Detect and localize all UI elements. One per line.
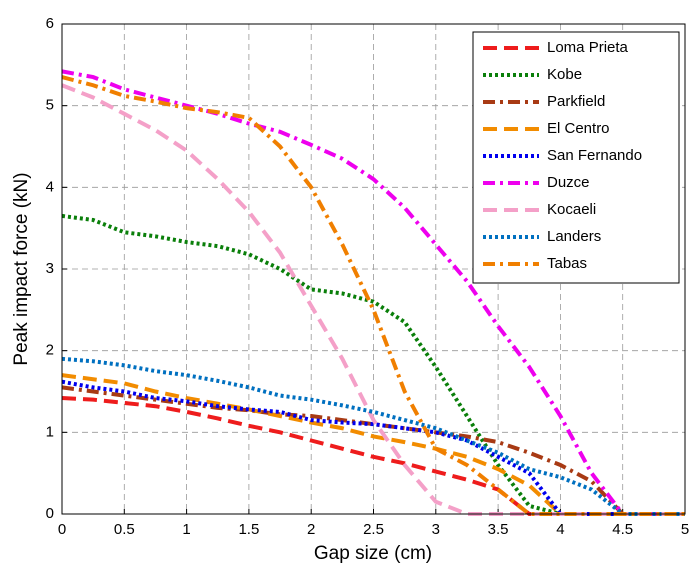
legend-label: El Centro bbox=[547, 120, 610, 137]
x-tick-label: 4.5 bbox=[612, 521, 633, 538]
legend-label: Landers bbox=[547, 228, 601, 245]
series-line bbox=[61, 75, 685, 516]
series-line bbox=[61, 385, 685, 516]
y-tick-label: 1 bbox=[46, 423, 54, 440]
x-tick-label: 2 bbox=[307, 521, 315, 538]
x-tick-label: 3.5 bbox=[488, 521, 509, 538]
legend-label: Tabas bbox=[547, 255, 587, 272]
legend-label: Kobe bbox=[547, 66, 582, 83]
legend-label: Duzce bbox=[547, 174, 590, 191]
legend-label: Loma Prieta bbox=[547, 39, 629, 56]
x-tick-label: 5 bbox=[681, 521, 689, 538]
x-tick-label: 0 bbox=[58, 521, 66, 538]
legend-label: San Fernando bbox=[547, 147, 642, 164]
x-tick-label: 1 bbox=[182, 521, 190, 538]
y-tick-label: 2 bbox=[46, 342, 54, 359]
y-tick-label: 6 bbox=[46, 15, 54, 32]
x-axis-label: Gap size (cm) bbox=[314, 543, 432, 564]
legend-label: Parkfield bbox=[547, 93, 605, 110]
y-tick-label: 5 bbox=[46, 97, 54, 114]
legend-label: Kocaeli bbox=[547, 201, 596, 218]
y-tick-label: 0 bbox=[46, 505, 54, 522]
x-tick-label: 4 bbox=[556, 521, 564, 538]
series-line bbox=[61, 69, 685, 516]
x-tick-label: 1.5 bbox=[238, 521, 259, 538]
x-tick-label: 3 bbox=[432, 521, 440, 538]
y-tick-label: 3 bbox=[46, 260, 54, 277]
plot-frame bbox=[61, 23, 686, 515]
y-axis-label: Peak impact force (kN) bbox=[11, 172, 32, 365]
series-line bbox=[61, 213, 685, 516]
series-line bbox=[61, 356, 685, 516]
series-line bbox=[61, 373, 685, 516]
x-tick-label: 0.5 bbox=[114, 521, 135, 538]
x-tick-label: 2.5 bbox=[363, 521, 384, 538]
y-tick-label: 4 bbox=[46, 178, 54, 195]
